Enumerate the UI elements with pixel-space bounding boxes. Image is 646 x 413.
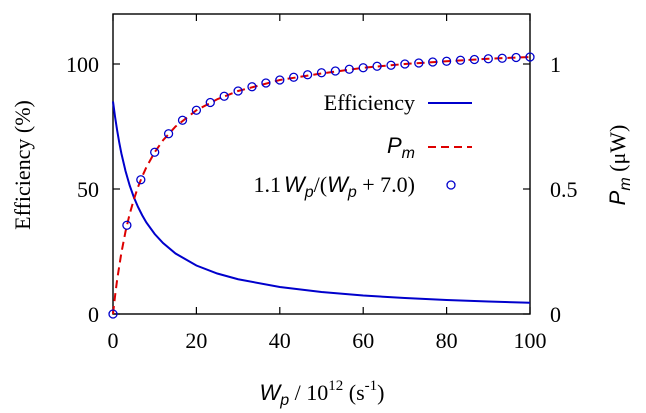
x-label-unit-sup: -1 bbox=[365, 378, 378, 394]
fit-marker bbox=[428, 57, 438, 67]
fit-marker bbox=[386, 60, 396, 70]
fit-marker bbox=[441, 56, 452, 66]
x-label-main: W bbox=[259, 380, 282, 405]
fit-marker bbox=[400, 59, 410, 69]
fit-marker bbox=[261, 78, 271, 88]
legend-fit-p1: p bbox=[304, 184, 314, 201]
y-right-label-sub: m bbox=[617, 177, 634, 190]
fit-marker bbox=[233, 86, 243, 96]
legend-label-fit: 1.1 Wp/(Wp + 7.0) bbox=[253, 172, 415, 201]
fit-marker bbox=[525, 52, 535, 62]
x-tick-label: 20 bbox=[185, 328, 207, 353]
legend-pm-main: P bbox=[387, 133, 402, 158]
legend-label-pm: Pm bbox=[387, 133, 415, 162]
y-right-axis-label: Pm (μW) bbox=[605, 125, 634, 206]
legend: Efficiency Pm 1.1 Wp/(Wp + 7.0) bbox=[253, 90, 472, 201]
x-tick-label: 100 bbox=[514, 328, 547, 353]
y-right-label-main: P bbox=[605, 190, 630, 205]
legend-fit-pre: 1.1 bbox=[253, 172, 281, 197]
x-tick-label: 80 bbox=[436, 328, 458, 353]
legend-fit-post: + 7.0) bbox=[357, 172, 415, 197]
fit-marker bbox=[302, 70, 313, 80]
y-right-tick-label: 1 bbox=[550, 52, 561, 77]
fit-marker bbox=[344, 64, 354, 74]
series-group bbox=[108, 52, 535, 319]
fit-marker bbox=[163, 129, 174, 139]
y-left-tick-label: 50 bbox=[77, 177, 99, 202]
x-label-unit-pre: (s bbox=[343, 380, 364, 405]
fit-marker bbox=[289, 72, 299, 82]
fit-marker bbox=[191, 105, 202, 115]
legend-pm-sub: m bbox=[402, 145, 415, 162]
x-tick-label: 60 bbox=[352, 328, 374, 353]
y-left-axis-label: Efficiency (%) bbox=[10, 100, 35, 230]
legend-label-efficiency: Efficiency bbox=[324, 90, 415, 115]
legend-fit-p2: p bbox=[347, 184, 357, 201]
series-line-efficiency bbox=[112, 101, 531, 304]
y-left-tick-label: 0 bbox=[88, 302, 99, 327]
x-tick-label: 0 bbox=[108, 328, 119, 353]
fit-marker bbox=[247, 82, 257, 92]
fit-marker bbox=[205, 97, 215, 108]
fit-marker bbox=[219, 91, 229, 101]
x-label-sup: 12 bbox=[328, 378, 343, 394]
plot-frame bbox=[112, 13, 531, 315]
fit-marker bbox=[455, 55, 466, 65]
fit-marker bbox=[330, 66, 341, 76]
fit-marker bbox=[483, 54, 493, 64]
x-tick-label: 40 bbox=[269, 328, 291, 353]
fit-marker bbox=[358, 63, 368, 73]
legend-marker-fit bbox=[446, 180, 456, 190]
fit-marker bbox=[414, 58, 424, 68]
fit-marker bbox=[108, 309, 118, 319]
y-left-tick-label: 100 bbox=[66, 52, 99, 77]
x-label-unit-post: ) bbox=[377, 380, 384, 405]
legend-fit-w2: W bbox=[327, 172, 350, 197]
fit-marker bbox=[372, 61, 382, 71]
x-axis-label: Wp / 1012 (s-1) bbox=[259, 378, 384, 409]
x-label-mid: / 10 bbox=[289, 380, 328, 405]
y-right-tick-label: 0.5 bbox=[550, 177, 578, 202]
fit-marker bbox=[150, 147, 160, 157]
fit-marker bbox=[316, 68, 327, 78]
y-right-label-unit: (μW) bbox=[605, 125, 630, 178]
fit-marker bbox=[275, 75, 285, 85]
legend-fit-mid: /( bbox=[314, 172, 327, 197]
series-line-pm bbox=[112, 56, 531, 315]
fit-marker bbox=[497, 53, 507, 63]
y-right-tick-label: 0 bbox=[550, 302, 561, 327]
fit-marker bbox=[511, 52, 521, 63]
fit-marker bbox=[469, 54, 480, 65]
fit-marker bbox=[122, 220, 132, 230]
fit-marker bbox=[177, 115, 188, 125]
fit-marker bbox=[136, 175, 146, 185]
legend-fit-w1: W bbox=[284, 172, 307, 197]
x-label-sub: p bbox=[279, 392, 289, 409]
